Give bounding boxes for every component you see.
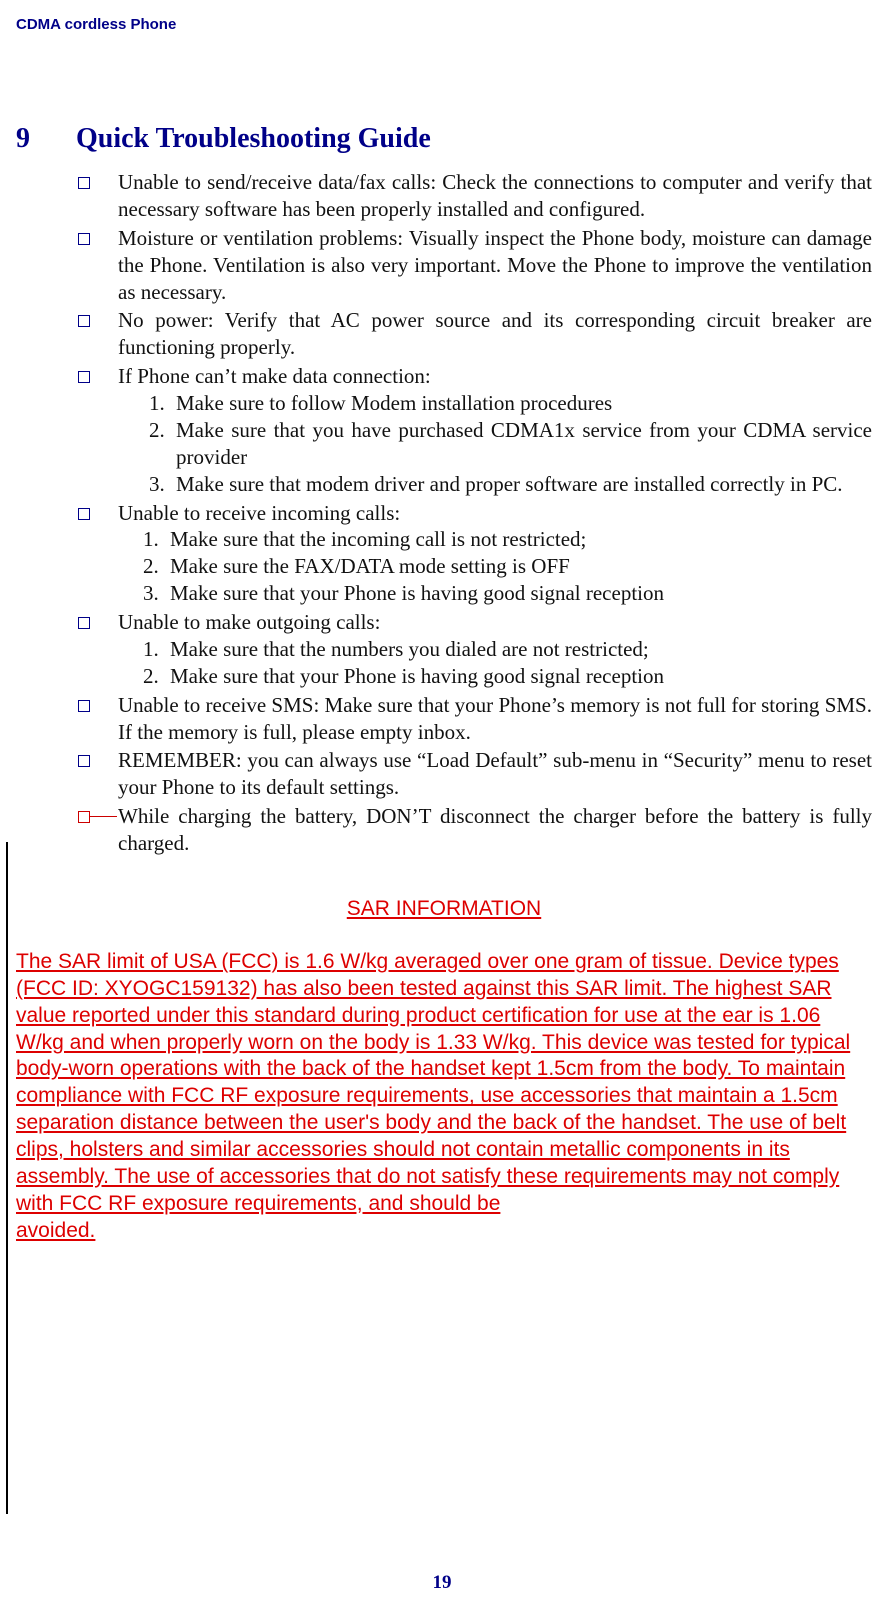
- revision-bar: [6, 842, 8, 1514]
- bullet-item: Unable to send/receive data/fax calls: C…: [78, 169, 872, 223]
- bullet-item: Moisture or ventilation problems: Visual…: [78, 225, 872, 306]
- bullet-text: Moisture or ventilation problems: Visual…: [118, 226, 872, 304]
- sar-body: The SAR limit of USA (FCC) is 1.6 W/kg a…: [16, 949, 872, 1245]
- bullet-text: REMEMBER: you can always use “Load Defau…: [118, 748, 872, 799]
- section-title-text: Quick Troubleshooting Guide: [76, 123, 431, 154]
- bullet-text: Unable to receive incoming calls:: [118, 501, 400, 525]
- document-page: CDMA cordless Phone 9Quick Troubleshooti…: [0, 0, 884, 1612]
- sar-body-text: The SAR limit of USA (FCC) is 1.6 W/kg a…: [16, 950, 850, 1215]
- numbered-item: Make sure that the incoming call is not …: [164, 526, 872, 553]
- numbered-item: Make sure that modem driver and proper s…: [170, 471, 872, 498]
- bullet-item: If Phone can’t make data connection:Make…: [78, 363, 872, 497]
- numbered-list: Make sure that the numbers you dialed ar…: [118, 636, 872, 690]
- bullet-text: While charging the battery, DON’T discon…: [118, 804, 872, 855]
- bullet-list: Unable to send/receive data/fax calls: C…: [78, 169, 872, 857]
- bullet-text: If Phone can’t make data connection:: [118, 364, 431, 388]
- page-number: 19: [0, 1572, 884, 1594]
- bullet-item: REMEMBER: you can always use “Load Defau…: [78, 747, 872, 801]
- bullet-item: While charging the battery, DON’T discon…: [78, 803, 872, 857]
- bullet-item: No power: Verify that AC power source an…: [78, 307, 872, 361]
- numbered-item: Make sure that the numbers you dialed ar…: [164, 636, 872, 663]
- numbered-item: Make sure to follow Modem installation p…: [170, 390, 872, 417]
- numbered-item: Make sure that your Phone is having good…: [164, 663, 872, 690]
- bullet-item: Unable to receive SMS: Make sure that yo…: [78, 692, 872, 746]
- numbered-item: Make sure that your Phone is having good…: [164, 580, 872, 607]
- numbered-item: Make sure the FAX/DATA mode setting is O…: [164, 553, 872, 580]
- bullet-text: No power: Verify that AC power source an…: [118, 308, 872, 359]
- bullet-item: Unable to receive incoming calls:Make su…: [78, 500, 872, 608]
- numbered-item: Make sure that you have purchased CDMA1x…: [170, 417, 872, 471]
- doc-header: CDMA cordless Phone: [16, 16, 872, 33]
- bullet-text: Unable to make outgoing calls:: [118, 610, 380, 634]
- numbered-list: Make sure that the incoming call is not …: [118, 526, 872, 607]
- sar-section: SAR INFORMATION The SAR limit of USA (FC…: [16, 897, 872, 1245]
- sar-title: SAR INFORMATION: [16, 897, 872, 921]
- numbered-list: Make sure to follow Modem installation p…: [118, 390, 872, 498]
- section-number: 9: [16, 123, 76, 155]
- bullet-text: Unable to receive SMS: Make sure that yo…: [118, 693, 872, 744]
- bullet-item: Unable to make outgoing calls:Make sure …: [78, 609, 872, 690]
- bullet-text: Unable to send/receive data/fax calls: C…: [118, 170, 872, 221]
- section-title: 9Quick Troubleshooting Guide: [16, 123, 872, 155]
- sar-body-last: avoided.: [16, 1219, 95, 1242]
